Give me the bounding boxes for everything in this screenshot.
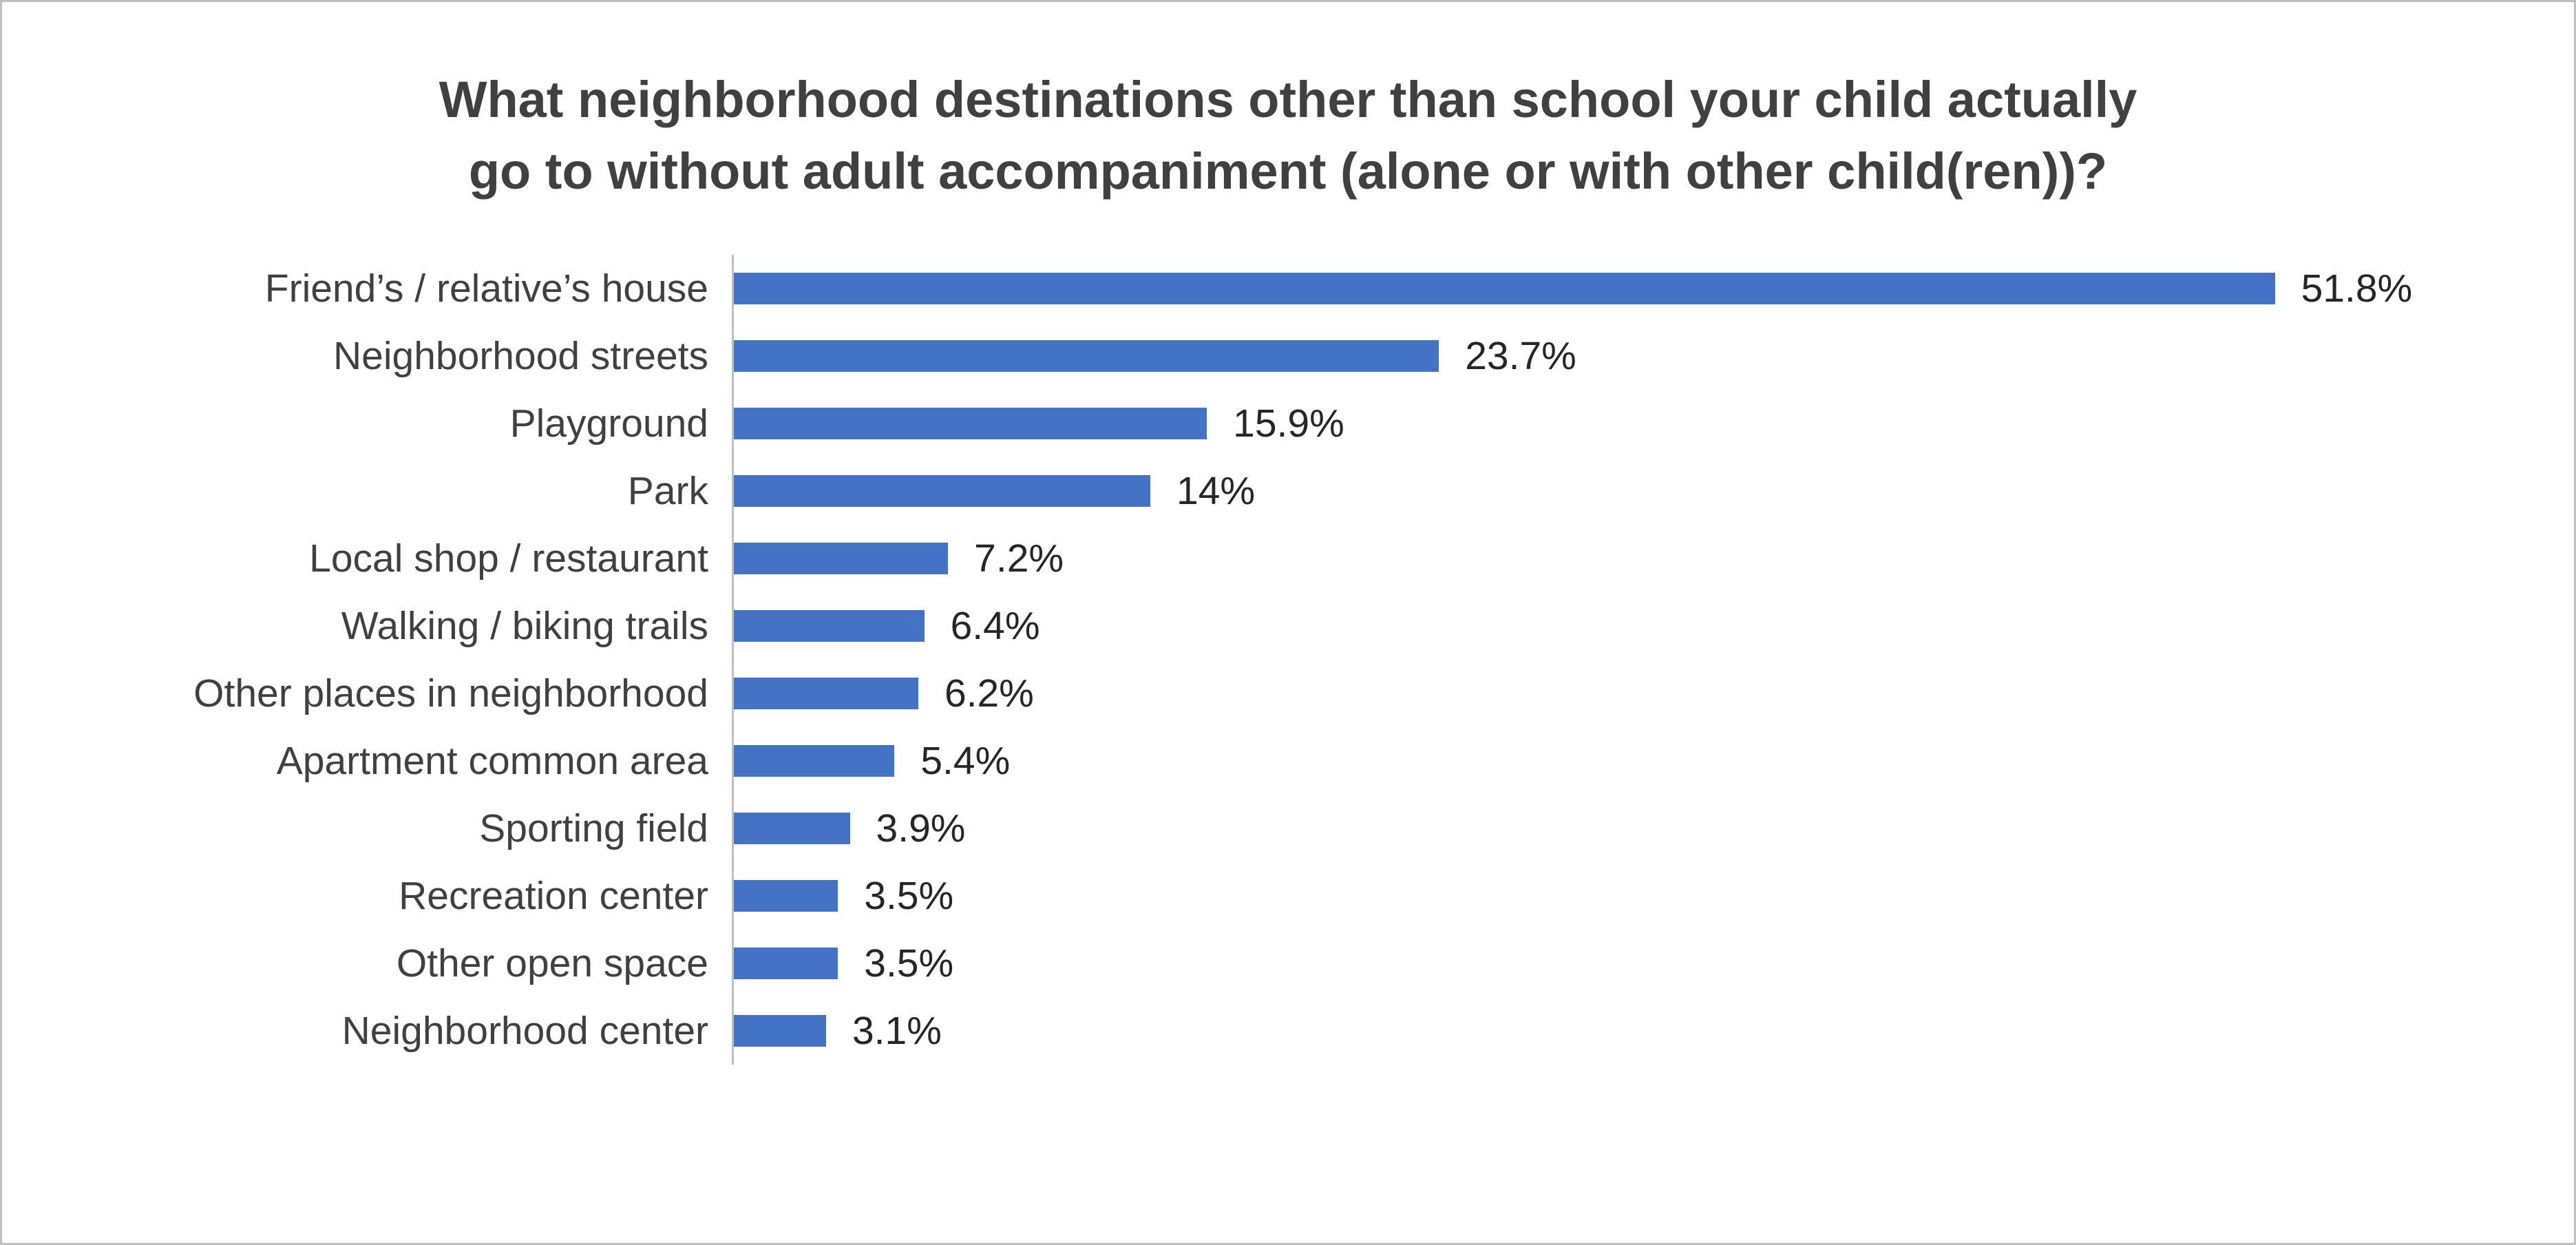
chart-row: Friend’s / relative’s house 51.8% (71, 255, 2519, 323)
plot-area: 3.5% (732, 930, 2519, 998)
chart-row: Apartment common area 5.4% (71, 727, 2519, 795)
plot-area: 3.1% (732, 997, 2519, 1065)
value-label: 7.2% (974, 536, 1064, 581)
chart-row: Recreation center 3.5% (71, 862, 2519, 930)
value-label: 23.7% (1465, 334, 1576, 379)
chart-title: What neighborhood destinations other tha… (439, 71, 2137, 200)
bar (734, 340, 1439, 373)
chart-row: Local shop / restaurant 7.2% (71, 525, 2519, 593)
value-label: 6.4% (950, 604, 1040, 649)
bar (734, 543, 949, 575)
plot-area: 7.2% (732, 525, 2519, 593)
plot-area: 6.2% (732, 660, 2519, 728)
bar (734, 610, 925, 642)
value-label: 6.2% (944, 671, 1034, 716)
bar (734, 475, 1151, 508)
bar (734, 813, 850, 845)
value-label: 3.5% (864, 874, 954, 919)
chart-row: Playground 15.9% (71, 390, 2519, 458)
bar (734, 948, 838, 980)
bar (734, 678, 918, 710)
bar (734, 880, 838, 912)
category-label: Other open space (396, 941, 708, 986)
category-label: Walking / biking trails (341, 604, 708, 649)
plot-area: 3.9% (732, 795, 2519, 863)
category-label: Apartment common area (276, 739, 708, 784)
value-label: 15.9% (1233, 401, 1344, 446)
chart-row: Neighborhood streets 23.7% (71, 322, 2519, 390)
chart-row: Other open space 3.5% (71, 930, 2519, 998)
plot-area: 15.9% (732, 390, 2519, 458)
category-label: Sporting field (479, 806, 708, 851)
category-label: Playground (509, 401, 708, 446)
chart-row: Other places in neighborhood 6.2% (71, 660, 2519, 728)
value-label: 5.4% (920, 739, 1011, 784)
value-label: 3.5% (864, 941, 954, 986)
plot-area: 51.8% (732, 255, 2519, 323)
value-label: 14% (1176, 469, 1256, 514)
value-label: 3.1% (852, 1009, 942, 1054)
plot-area: 14% (732, 457, 2519, 525)
bar (734, 408, 1207, 440)
chart-row: Walking / biking trails 6.4% (71, 592, 2519, 660)
chart-row: Neighborhood center 3.1% (71, 997, 2519, 1065)
category-label: Park (627, 469, 708, 514)
bar-chart: Friend’s / relative’s house 51.8% Neighb… (30, 255, 2546, 1065)
category-label: Other places in neighborhood (193, 671, 708, 716)
category-label: Neighborhood center (341, 1009, 708, 1054)
plot-area: 5.4% (732, 727, 2519, 795)
category-label: Neighborhood streets (332, 334, 708, 379)
plot-area: 6.4% (732, 592, 2519, 660)
value-label: 51.8% (2301, 266, 2413, 311)
plot-area: 23.7% (732, 322, 2519, 390)
plot-area: 3.5% (732, 862, 2519, 930)
value-label: 3.9% (876, 806, 966, 851)
category-label: Local shop / restaurant (309, 536, 708, 581)
category-label: Recreation center (399, 874, 708, 919)
chart-row: Park 14% (71, 457, 2519, 525)
bar (734, 745, 895, 777)
chart-rows: Friend’s / relative’s house 51.8% Neighb… (71, 255, 2519, 1065)
bar (734, 273, 2275, 305)
bar (734, 1015, 826, 1047)
chart-row: Sporting field 3.9% (71, 795, 2519, 863)
category-label: Friend’s / relative’s house (264, 266, 708, 311)
